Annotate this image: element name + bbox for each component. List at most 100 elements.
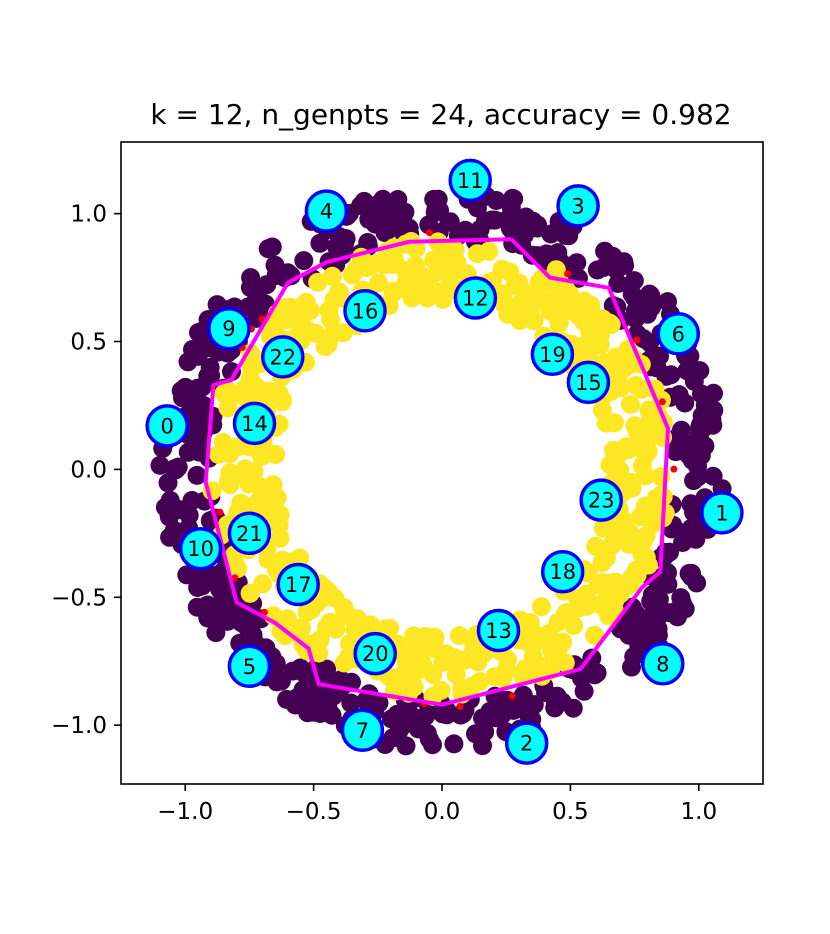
class-0-point	[626, 288, 646, 308]
class-1-point	[523, 637, 543, 657]
class-0-point	[634, 329, 653, 349]
class-1-point	[415, 269, 435, 288]
generated-point	[343, 289, 387, 333]
generated-point-label: 3	[571, 194, 584, 218]
class-1-point	[507, 305, 527, 324]
misclassified-point	[658, 398, 666, 406]
decision-boundary	[203, 237, 670, 707]
class-0-point	[606, 260, 626, 280]
generated-point	[353, 631, 397, 676]
boundary-layer	[203, 237, 670, 707]
class-0-point	[492, 705, 512, 725]
class-1-point	[244, 382, 264, 402]
generated-point	[566, 360, 611, 405]
class-0-point	[647, 608, 667, 628]
class-1-point	[253, 574, 272, 594]
x-tick-label: 1.0	[681, 799, 718, 825]
class-1-point	[592, 594, 612, 613]
class-1-point	[546, 260, 566, 280]
class-0-point	[294, 251, 314, 271]
generated-point	[261, 335, 305, 379]
axes-layer: −1.0 −0.5 0.0 0.5 1.0 −1.0 −0.5 0.0 0.5 1.0	[51, 141, 764, 825]
generated-point-label: 10	[187, 537, 214, 561]
class-0-point	[150, 455, 170, 475]
class-1-point	[591, 323, 611, 343]
generated-point	[476, 608, 521, 653]
class-0-point	[257, 275, 277, 295]
class-0-point	[189, 442, 209, 462]
x-tick-label: 0.0	[424, 799, 461, 825]
class-0-point	[486, 191, 506, 210]
class-1-point	[209, 444, 228, 464]
class-0-point	[641, 286, 661, 305]
class-1-point	[329, 282, 349, 302]
class-0-point	[158, 473, 178, 493]
class-1-point	[429, 255, 449, 275]
class-1-point	[601, 536, 621, 556]
class-1-point	[639, 423, 659, 443]
class-1-point	[431, 680, 451, 700]
class-1-point	[574, 312, 594, 332]
class-1-point	[646, 493, 666, 513]
class-1-point	[493, 668, 513, 688]
class-0-point	[473, 736, 492, 756]
class-0-point	[649, 589, 669, 609]
class-0-point	[222, 362, 241, 382]
x-tick-label: −0.5	[286, 799, 342, 825]
y-tick-label: 1.0	[70, 202, 107, 228]
class-0-point	[390, 720, 409, 740]
generated-point-label: 8	[656, 652, 669, 676]
class-1-point	[406, 661, 426, 681]
class-1-point	[277, 310, 297, 330]
class-1-point	[318, 334, 338, 354]
class-1-point	[385, 252, 405, 272]
class-1-point	[266, 384, 286, 404]
class-0-point	[677, 361, 697, 381]
class-1-point	[531, 597, 551, 617]
class-1-point	[620, 523, 640, 543]
class-0-point	[503, 190, 523, 210]
class-0-point	[201, 366, 221, 386]
class-0-point	[552, 692, 572, 712]
class-0-point	[624, 647, 644, 667]
generated-point-label: 5	[243, 655, 256, 679]
class-0-point	[681, 494, 701, 514]
misclassified-point	[231, 574, 239, 582]
class-0-point	[187, 465, 207, 485]
class-1-point	[632, 379, 652, 399]
generated-point	[207, 306, 251, 351]
generated-point	[530, 332, 575, 377]
class-1-point	[417, 288, 437, 308]
class-0-point	[595, 241, 615, 261]
class-0-point	[293, 680, 313, 700]
class-0-point	[180, 385, 199, 405]
generated-point-label: 19	[539, 343, 566, 367]
class-1-point	[638, 442, 658, 461]
class-0-point	[574, 681, 594, 701]
y-tick-label: 0.5	[70, 330, 107, 356]
class-1-point	[342, 265, 362, 285]
chart-title: k = 12, n_genpts = 24, accuracy = 0.982	[150, 98, 731, 131]
class-0-point	[241, 268, 261, 288]
class-1-point	[258, 550, 278, 569]
class-1-point	[271, 621, 291, 641]
class-0-point	[388, 190, 408, 209]
generated-point-label: 14	[241, 412, 268, 436]
class-1-point	[553, 632, 573, 652]
generated-point-label: 12	[462, 287, 489, 311]
class-1-point	[438, 647, 458, 667]
generated-point-label: 1	[715, 501, 728, 525]
class-0-point	[285, 695, 305, 715]
class-1-point	[334, 653, 354, 673]
generated-point-label: 16	[352, 299, 379, 323]
y-tick-label: 0.0	[70, 457, 107, 483]
class-0-point	[503, 221, 523, 241]
class-1-point	[452, 679, 472, 699]
class-0-point	[520, 699, 540, 719]
class-1-point	[548, 282, 568, 302]
class-1-point	[346, 610, 366, 629]
generated-point-label: 18	[549, 560, 576, 584]
class-1-point	[479, 241, 499, 261]
generated-point	[178, 526, 223, 571]
